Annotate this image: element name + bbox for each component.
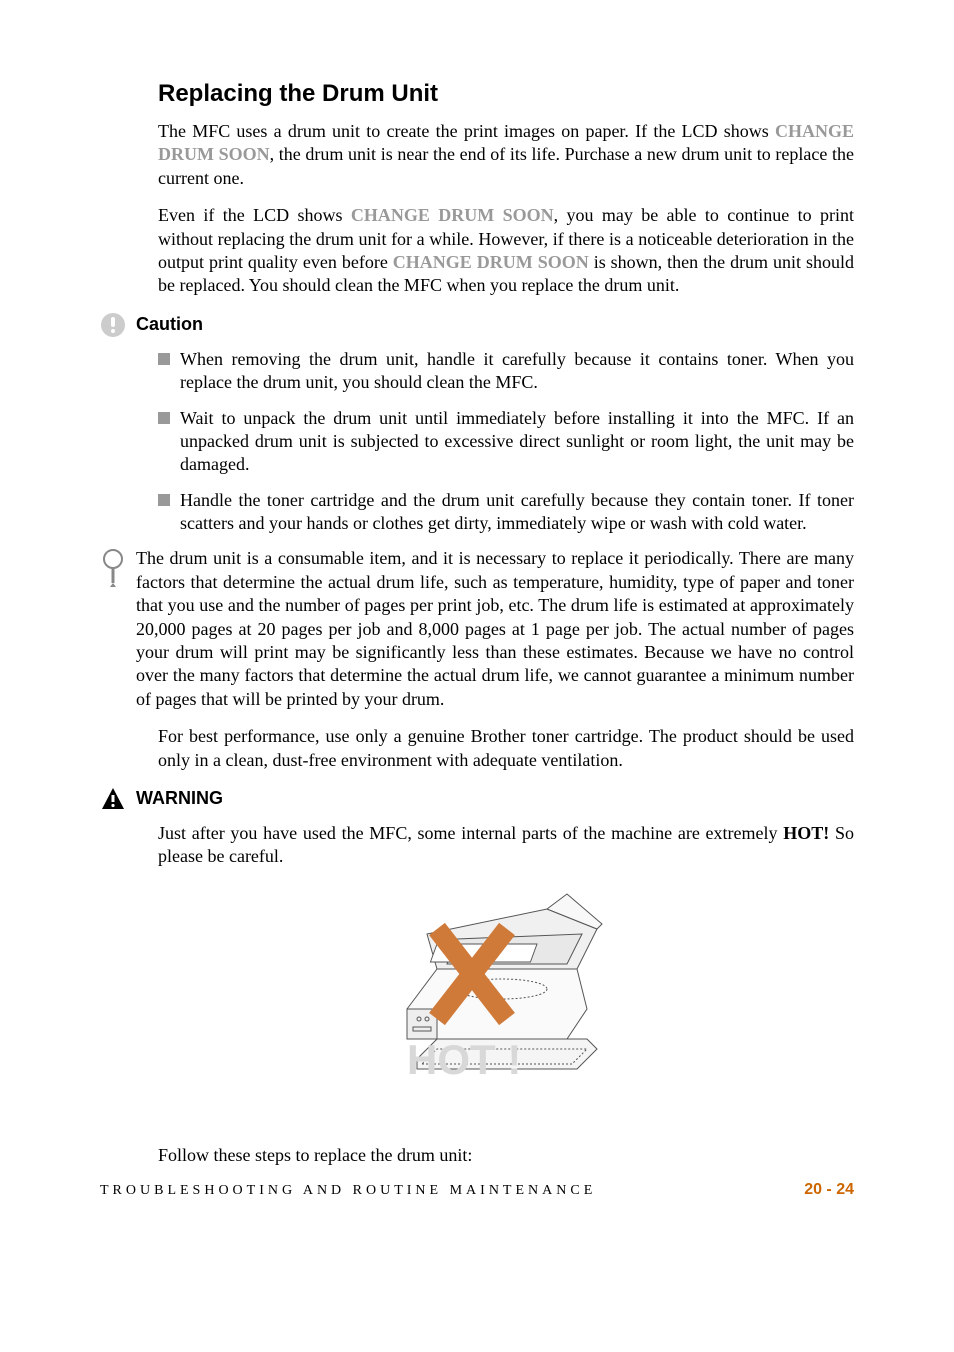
lcd-message: CHANGE DRUM SOON bbox=[393, 252, 589, 272]
caution-bullet-list: When removing the drum unit, handle it c… bbox=[158, 348, 854, 536]
bullet-icon bbox=[158, 412, 170, 424]
paragraph-intro-1: The MFC uses a drum unit to create the p… bbox=[158, 120, 854, 190]
bullet-icon bbox=[158, 494, 170, 506]
caution-heading: Caution bbox=[100, 312, 854, 338]
text: Just after you have used the MFC, some i… bbox=[158, 823, 783, 843]
section-title: Replacing the Drum Unit bbox=[158, 80, 854, 108]
lcd-message: CHANGE DRUM SOON bbox=[351, 205, 554, 225]
caution-icon bbox=[100, 312, 126, 338]
paragraph-performance: For best performance, use only a genuine… bbox=[158, 725, 854, 772]
warning-text: Just after you have used the MFC, some i… bbox=[158, 822, 854, 869]
hot-label: HOT ! bbox=[407, 1036, 521, 1083]
bullet-text: Wait to unpack the drum unit until immed… bbox=[180, 407, 854, 477]
warning-icon bbox=[100, 786, 126, 812]
page-number: 20 - 24 bbox=[804, 1181, 854, 1199]
note-text: The drum unit is a consumable item, and … bbox=[136, 547, 854, 711]
bullet-icon bbox=[158, 353, 170, 365]
page-footer: TROUBLESHOOTING AND ROUTINE MAINTENANCE … bbox=[100, 1181, 854, 1199]
caution-label: Caution bbox=[136, 314, 203, 335]
warning-label: WARNING bbox=[136, 788, 223, 809]
printer-figure: HOT ! bbox=[100, 889, 854, 1114]
text: The MFC uses a drum unit to create the p… bbox=[158, 121, 775, 141]
footer-section: TROUBLESHOOTING AND ROUTINE MAINTENANCE bbox=[100, 1183, 596, 1199]
note-icon bbox=[100, 549, 126, 711]
bullet-text: When removing the drum unit, handle it c… bbox=[180, 348, 854, 395]
paragraph-steps-lead: Follow these steps to replace the drum u… bbox=[158, 1144, 854, 1167]
note-block: The drum unit is a consumable item, and … bbox=[100, 547, 854, 711]
hot-emphasis: HOT! bbox=[783, 823, 829, 843]
list-item: Handle the toner cartridge and the drum … bbox=[158, 489, 854, 536]
list-item: Wait to unpack the drum unit until immed… bbox=[158, 407, 854, 477]
bullet-text: Handle the toner cartridge and the drum … bbox=[180, 489, 854, 536]
text: Even if the LCD shows bbox=[158, 205, 351, 225]
warning-heading: WARNING bbox=[100, 786, 854, 812]
list-item: When removing the drum unit, handle it c… bbox=[158, 348, 854, 395]
paragraph-intro-2: Even if the LCD shows CHANGE DRUM SOON, … bbox=[158, 204, 854, 298]
